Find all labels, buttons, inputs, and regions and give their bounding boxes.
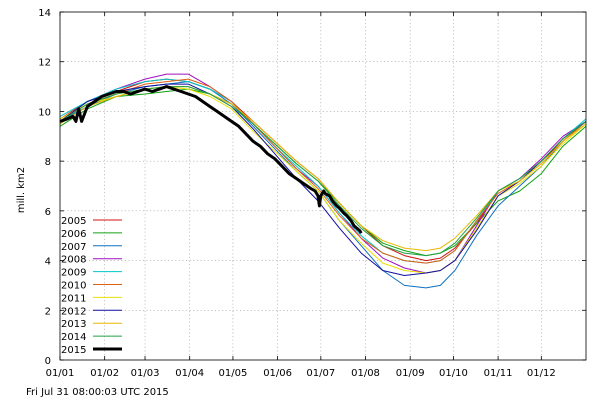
legend-label-2009: 2009 bbox=[61, 268, 86, 279]
legend-label-2008: 2008 bbox=[61, 255, 86, 266]
timestamp-footer: Fri Jul 31 08:00:03 UTC 2015 bbox=[26, 387, 169, 398]
y-axis: 0 2 4 6 8 10 12 14 bbox=[38, 8, 586, 367]
series-layer bbox=[59, 73, 587, 289]
y-tick-label: 2 bbox=[45, 306, 51, 317]
y-tick-label: 0 bbox=[45, 356, 51, 367]
series-line-2014 bbox=[59, 86, 587, 257]
legend-label-2012: 2012 bbox=[61, 306, 86, 317]
x-axis: 01/01 01/02 01/03 01/04 01/05 01/06 01/07 01/08… bbox=[46, 12, 556, 379]
legend-label-2007: 2007 bbox=[61, 242, 86, 253]
series-line-2005 bbox=[59, 78, 587, 262]
legend-label-2011: 2011 bbox=[61, 293, 86, 304]
x-tick-label: 01/07 bbox=[306, 368, 335, 379]
legend-label-2014: 2014 bbox=[61, 332, 86, 343]
x-tick-label: 01/05 bbox=[219, 368, 248, 379]
series-line-2015 bbox=[59, 85, 363, 234]
legend-label-2010: 2010 bbox=[61, 281, 86, 292]
legend-label-2013: 2013 bbox=[61, 319, 86, 330]
x-tick-label: 01/08 bbox=[351, 368, 380, 379]
legend-label-2006: 2006 bbox=[61, 229, 86, 240]
x-tick-label: 01/10 bbox=[439, 368, 468, 379]
series-line-2006 bbox=[59, 88, 587, 257]
y-tick-label: 14 bbox=[38, 8, 51, 19]
legend-label-2015: 2015 bbox=[61, 345, 86, 356]
y-tick-label: 6 bbox=[45, 207, 51, 218]
x-tick-label: 01/03 bbox=[131, 368, 160, 379]
x-tick-label: 01/04 bbox=[175, 368, 204, 379]
series-line-2008 bbox=[59, 73, 587, 274]
y-axis-label: mill. km2 bbox=[16, 167, 27, 213]
series-line-2011 bbox=[59, 86, 587, 274]
y-tick-label: 12 bbox=[38, 58, 51, 69]
y-tick-label: 4 bbox=[45, 257, 51, 268]
x-tick-label: 01/01 bbox=[46, 368, 75, 379]
x-tick-label: 01/02 bbox=[90, 368, 119, 379]
series-line-2010 bbox=[59, 78, 587, 264]
y-tick-label: 8 bbox=[45, 157, 51, 168]
series-line-2009 bbox=[59, 78, 587, 264]
x-tick-label: 01/11 bbox=[484, 368, 513, 379]
x-tick-label: 01/09 bbox=[396, 368, 425, 379]
y-tick-label: 10 bbox=[38, 107, 51, 118]
legend-label-2005: 2005 bbox=[61, 216, 86, 227]
plot-frame bbox=[59, 11, 587, 361]
x-tick-label: 01/12 bbox=[527, 368, 556, 379]
series-line-2012 bbox=[59, 83, 587, 276]
x-tick-label: 01/06 bbox=[263, 368, 292, 379]
